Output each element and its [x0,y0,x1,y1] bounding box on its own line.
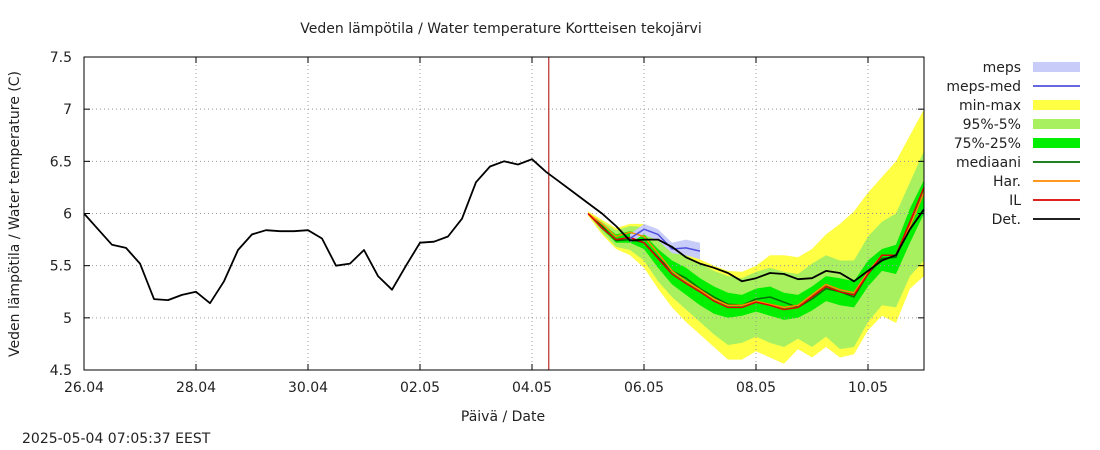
x-tick-label: 02.05 [400,380,440,396]
y-tick-label: 5.5 [50,259,72,275]
series-observed [83,158,547,305]
legend-label-il: IL [1009,193,1021,209]
y-tick-label: 7.5 [50,50,72,66]
y-tick-label: 7 [63,102,72,118]
legend-swatch-p75_25 [1033,138,1080,148]
legend-label-meps: meps [983,60,1021,76]
y-tick-label: 5 [63,311,72,327]
x-tick-label: 08.05 [736,380,776,396]
y-tick-label: 6.5 [50,154,72,170]
legend-swatch-p95_5 [1033,119,1080,129]
chart-title: Veden lämpötila / Water temperature Kort… [300,21,701,37]
legend-label-meps_med: meps-med [946,79,1021,95]
legend-label-har: Har. [993,174,1021,190]
timestamp: 2025-05-04 07:05:37 EEST [22,431,211,447]
legend-label-det: Det. [992,212,1021,228]
x-tick-label: 10.05 [848,380,888,396]
legend: meps meps-med min-max 95%-5% 75%-25% mediaani… [946,60,1080,228]
series-il [587,187,925,311]
series-lines [83,57,925,370]
legend-swatch-minmax [1033,100,1080,110]
x-tick-label: 06.05 [624,380,664,396]
x-axis-ticks: 26.04 28.04 30.04 02.05 04.05 06.05 08.05 10.05 [64,57,888,396]
y-axis-label: Veden lämpötila / Water temperature (C) [7,71,23,357]
y-tick-label: 4.5 [50,363,72,379]
legend-label-minmax: min-max [959,98,1021,114]
x-tick-label: 28.04 [176,380,216,396]
legend-label-p75_25: 75%-25% [954,136,1021,152]
x-axis-label: Päivä / Date [461,409,545,425]
legend-swatch-meps [1033,62,1080,72]
x-tick-label: 04.05 [512,380,552,396]
x-tick-label: 26.04 [64,380,104,396]
y-axis-ticks: 4.5 5 5.5 6 6.5 7 7.5 [50,50,924,379]
legend-label-p95_5: 95%-5% [963,117,1021,133]
legend-label-mediaani: mediaani [956,155,1021,171]
series-det [545,171,925,283]
x-tick-label: 30.04 [288,380,328,396]
band-75-25 [588,180,924,320]
series-meps-med [629,228,701,252]
y-tick-label: 6 [63,207,72,223]
